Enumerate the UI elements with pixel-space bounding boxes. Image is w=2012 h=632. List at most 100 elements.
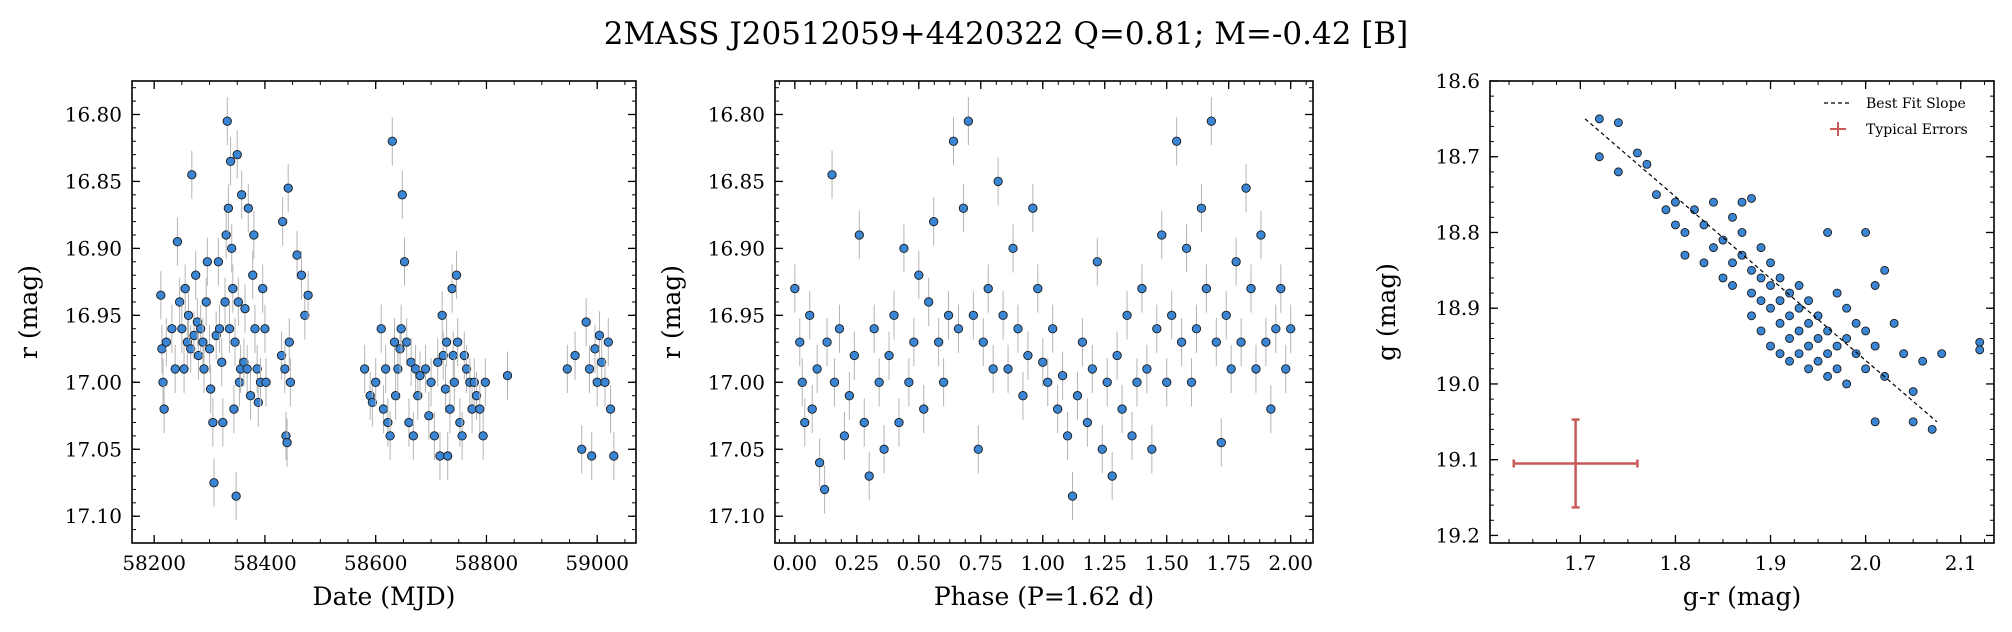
data-point — [457, 431, 467, 441]
data-point — [938, 377, 949, 387]
data-point — [968, 310, 978, 320]
data-point — [451, 270, 462, 280]
data-point — [1699, 220, 1709, 230]
data-point — [1794, 281, 1804, 290]
x-tick-label: 58400 — [233, 551, 297, 575]
data-point — [440, 384, 451, 394]
data-point — [1756, 326, 1766, 336]
data-point — [1804, 296, 1814, 306]
data-point — [261, 377, 271, 387]
data-point — [367, 397, 378, 408]
data-point — [1122, 310, 1132, 320]
data-point — [232, 150, 242, 160]
data-point — [1132, 377, 1142, 387]
data-point — [1737, 197, 1747, 207]
data-point — [1057, 370, 1068, 381]
data-point — [790, 283, 800, 294]
data-point — [1832, 288, 1842, 298]
data-point — [1870, 281, 1880, 290]
data-point — [437, 310, 447, 320]
data-point — [191, 270, 201, 280]
data-point — [395, 344, 405, 354]
data-point — [475, 404, 485, 414]
data-point — [258, 283, 268, 294]
y-tick-label: 17.00 — [708, 370, 765, 394]
data-point — [1975, 345, 1985, 355]
data-point — [209, 478, 219, 488]
data-point — [383, 417, 393, 428]
data-point — [570, 350, 580, 361]
data-point — [1594, 114, 1604, 124]
data-point — [1842, 334, 1852, 343]
data-point — [449, 377, 459, 387]
data-point — [1766, 258, 1775, 268]
data-point — [1236, 337, 1246, 347]
data-point — [408, 431, 419, 441]
x-tick-label: 2.00 — [1268, 551, 1313, 575]
data-point — [242, 364, 252, 374]
data-point — [1785, 356, 1794, 366]
data-point — [156, 290, 166, 300]
data-point — [1927, 424, 1937, 434]
data-point — [193, 350, 204, 361]
data-point — [1775, 273, 1785, 283]
data-point — [1804, 341, 1814, 351]
y-tick-label: 16.80 — [65, 102, 122, 126]
data-point — [864, 471, 874, 481]
data-point — [1785, 311, 1794, 321]
data-point — [371, 377, 381, 387]
data-point — [933, 337, 944, 347]
y-tick-label: 19.0 — [1435, 372, 1480, 396]
y-tick-label: 17.05 — [65, 437, 122, 461]
data-point — [1709, 197, 1718, 207]
data-point — [1775, 318, 1785, 328]
data-point — [795, 337, 805, 347]
data-point — [1737, 228, 1747, 237]
data-point — [1861, 228, 1871, 237]
data-point — [1137, 283, 1147, 294]
color-magnitude-panel: 1.7 1.8 1.9 2.0 2.1 18.6 18.7 18.8 18.9 19.0 19.1 1… — [1372, 69, 1995, 611]
data-point — [282, 437, 292, 448]
data-point — [390, 391, 401, 401]
x-axis-label: Phase (P=1.62 d) — [934, 582, 1154, 611]
data-point — [170, 364, 180, 374]
data-point — [1870, 341, 1880, 351]
data-point — [1157, 230, 1167, 240]
data-point — [1785, 288, 1794, 298]
y-axis-label: r (mag) — [657, 265, 686, 359]
data-point — [978, 337, 988, 347]
data-point — [402, 337, 412, 347]
data-point — [1728, 212, 1737, 222]
data-point — [1690, 205, 1699, 215]
data-point — [1680, 250, 1690, 260]
data-point — [1028, 203, 1038, 213]
data-point — [605, 404, 616, 414]
data-point — [245, 391, 256, 401]
data-point — [179, 364, 189, 374]
data-point — [1823, 228, 1833, 237]
data-point — [1823, 371, 1833, 381]
data-point — [1861, 364, 1871, 374]
data-point — [180, 283, 190, 294]
data-point — [461, 364, 472, 374]
data-point — [208, 417, 218, 428]
data-point — [797, 377, 807, 387]
data-point — [1975, 337, 1985, 347]
data-point — [1018, 391, 1028, 401]
data-point — [283, 183, 293, 193]
axes-frame — [1489, 80, 1995, 544]
data-point — [869, 324, 879, 334]
data-point — [953, 324, 964, 334]
data-point — [904, 377, 914, 387]
data-point — [1241, 183, 1251, 193]
data-point — [260, 324, 270, 334]
y-tick-label: 17.10 — [65, 504, 122, 528]
data-point — [1142, 364, 1152, 374]
data-point — [827, 170, 837, 180]
data-point — [1747, 265, 1756, 275]
x-tick-label: 2.0 — [1850, 551, 1882, 575]
data-point — [1171, 136, 1182, 146]
data-point — [1756, 296, 1766, 306]
data-point — [396, 324, 406, 334]
data-point — [1266, 404, 1276, 414]
